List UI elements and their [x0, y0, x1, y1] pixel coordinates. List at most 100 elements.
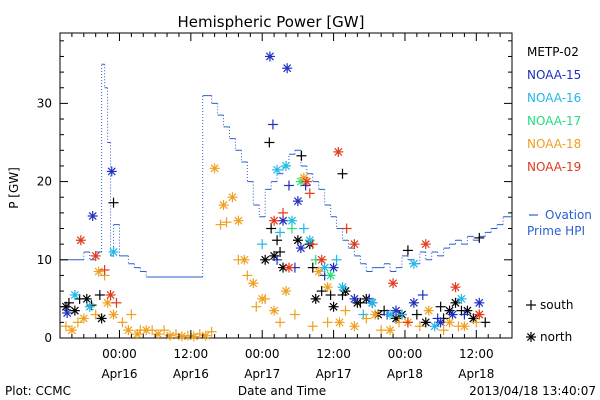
x-tick-date-label: Apr18	[387, 367, 423, 381]
noaa-15-north-point	[408, 297, 419, 308]
noaa-16-north-point	[84, 301, 95, 312]
noaa-19-south-point	[304, 188, 315, 199]
noaa-18-north-point	[334, 317, 345, 328]
noaa-19-north-point	[75, 235, 86, 246]
noaa-18-south-point	[206, 326, 217, 337]
legend-entry-noaa-18: NOAA-18	[527, 137, 581, 151]
noaa-19-north-point	[269, 215, 280, 226]
noaa-18-south-point	[289, 309, 300, 320]
noaa-16-south-point	[257, 239, 268, 250]
legend-ovation-label-2: Prime HPI	[527, 224, 585, 238]
x-tick-date-label: Apr16	[101, 367, 137, 381]
noaa-18-north-point	[459, 321, 470, 332]
legend-south-marker	[526, 300, 536, 310]
metp-02-north-point	[450, 297, 461, 308]
metp-02-south-point	[94, 289, 105, 300]
noaa-18-north-point	[257, 293, 268, 304]
noaa-18-north-point	[218, 200, 229, 211]
noaa-15-north-point	[474, 297, 485, 308]
noaa-18-north-point	[423, 305, 434, 316]
noaa-18-north-point	[227, 192, 238, 203]
metp-02-north-point	[310, 293, 321, 304]
axis-ticks: 0 10 20 30 00:00 Apr16 12:00 Apr16 00:00 Apr17 12:…	[37, 33, 512, 381]
noaa-18-north-point	[200, 330, 211, 341]
noaa-18-north-point	[165, 330, 176, 341]
x-tick-time-label: 12:00	[174, 347, 209, 361]
noaa-16-south-point	[298, 223, 309, 234]
metp-02-north-point	[81, 293, 92, 304]
noaa-15-north-point	[447, 309, 458, 320]
noaa-15-north-point	[328, 262, 339, 273]
x-tick-time-label: 00:00	[388, 347, 423, 361]
noaa-18-south-point	[159, 325, 170, 336]
noaa-16-north-point	[272, 164, 283, 175]
noaa-15-north-point	[295, 243, 306, 254]
noaa-16-south-point	[331, 254, 342, 265]
noaa-19-north-point	[474, 309, 485, 320]
noaa-18-south-point	[117, 317, 128, 328]
metp-02-south-point	[275, 246, 286, 257]
noaa-18-south-point	[307, 321, 318, 332]
noaa-18-north-point	[281, 286, 291, 297]
x-tick-date-label: Apr17	[244, 367, 280, 381]
noaa-18-south-point	[90, 309, 101, 320]
noaa-18-north-point	[269, 305, 280, 316]
metp-02-south-point	[480, 317, 491, 328]
noaa-18-north-point	[248, 278, 259, 289]
x-tick-time-label: 12:00	[316, 347, 351, 361]
noaa-18-north-point	[239, 254, 250, 265]
noaa-19-north-point	[450, 282, 461, 293]
legend-entry-noaa-15: NOAA-15	[527, 68, 581, 82]
noaa-15-north-point	[282, 63, 293, 74]
metp-02-north-point	[260, 254, 271, 265]
noaa-16-north-point	[429, 321, 440, 332]
noaa-18-south-point	[414, 321, 425, 332]
metp-02-south-point	[402, 245, 413, 256]
x-tick-date-label: Apr18	[458, 367, 494, 381]
data-points	[60, 51, 491, 342]
legend-ovation-label: Ovation	[545, 208, 592, 222]
noaa-17-south-point	[286, 223, 297, 234]
noaa-15-north-point	[87, 211, 98, 221]
legend-south-label: south	[540, 298, 574, 312]
x-tick-time-label: 12:00	[459, 347, 494, 361]
y-tick-label: 10	[37, 253, 52, 267]
noaa-15-north-point	[435, 317, 446, 328]
metp-02-south-point	[307, 262, 318, 273]
noaa-18-north-point	[349, 321, 360, 332]
noaa-18-south-point	[126, 309, 137, 320]
noaa-16-north-point	[337, 282, 348, 293]
metp-02-north-point	[96, 313, 107, 324]
noaa-15-south-point	[459, 309, 470, 320]
noaa-18-north-point	[385, 325, 396, 336]
noaa-15-south-point	[283, 180, 294, 191]
noaa-19-south-point	[99, 264, 110, 275]
noaa-19-north-point	[420, 239, 431, 250]
noaa-17-north-point	[325, 270, 336, 281]
noaa-16-north-point	[281, 160, 291, 171]
y-axis-label: P [GW]	[7, 167, 21, 209]
metp-02-north-point	[69, 305, 80, 316]
x-tick-date-label: Apr17	[316, 367, 352, 381]
noaa-18-north-point	[153, 329, 164, 340]
noaa-18-north-point	[78, 313, 89, 324]
x-tick-date-label: Apr16	[173, 367, 209, 381]
noaa-18-north-point	[141, 325, 152, 336]
noaa-19-south-point	[111, 297, 122, 308]
noaa-18-south-point	[394, 317, 404, 328]
footer-right: 2013/04/18 13:40:07	[469, 384, 596, 398]
noaa-18-north-point	[322, 282, 333, 293]
noaa-18-south-point	[242, 270, 253, 281]
noaa-18-north-point	[66, 325, 77, 336]
noaa-16-north-point	[456, 293, 467, 304]
noaa-16-north-point	[69, 289, 80, 300]
noaa-18-north-point	[132, 329, 143, 340]
noaa-18-north-point	[233, 215, 244, 226]
noaa-18-south-point	[275, 317, 286, 328]
noaa-16-north-point	[367, 297, 378, 308]
noaa-15-north-point	[349, 293, 360, 304]
legend-north-marker	[526, 332, 536, 342]
noaa-18-north-point	[93, 266, 104, 277]
noaa-18-north-point	[176, 331, 187, 342]
